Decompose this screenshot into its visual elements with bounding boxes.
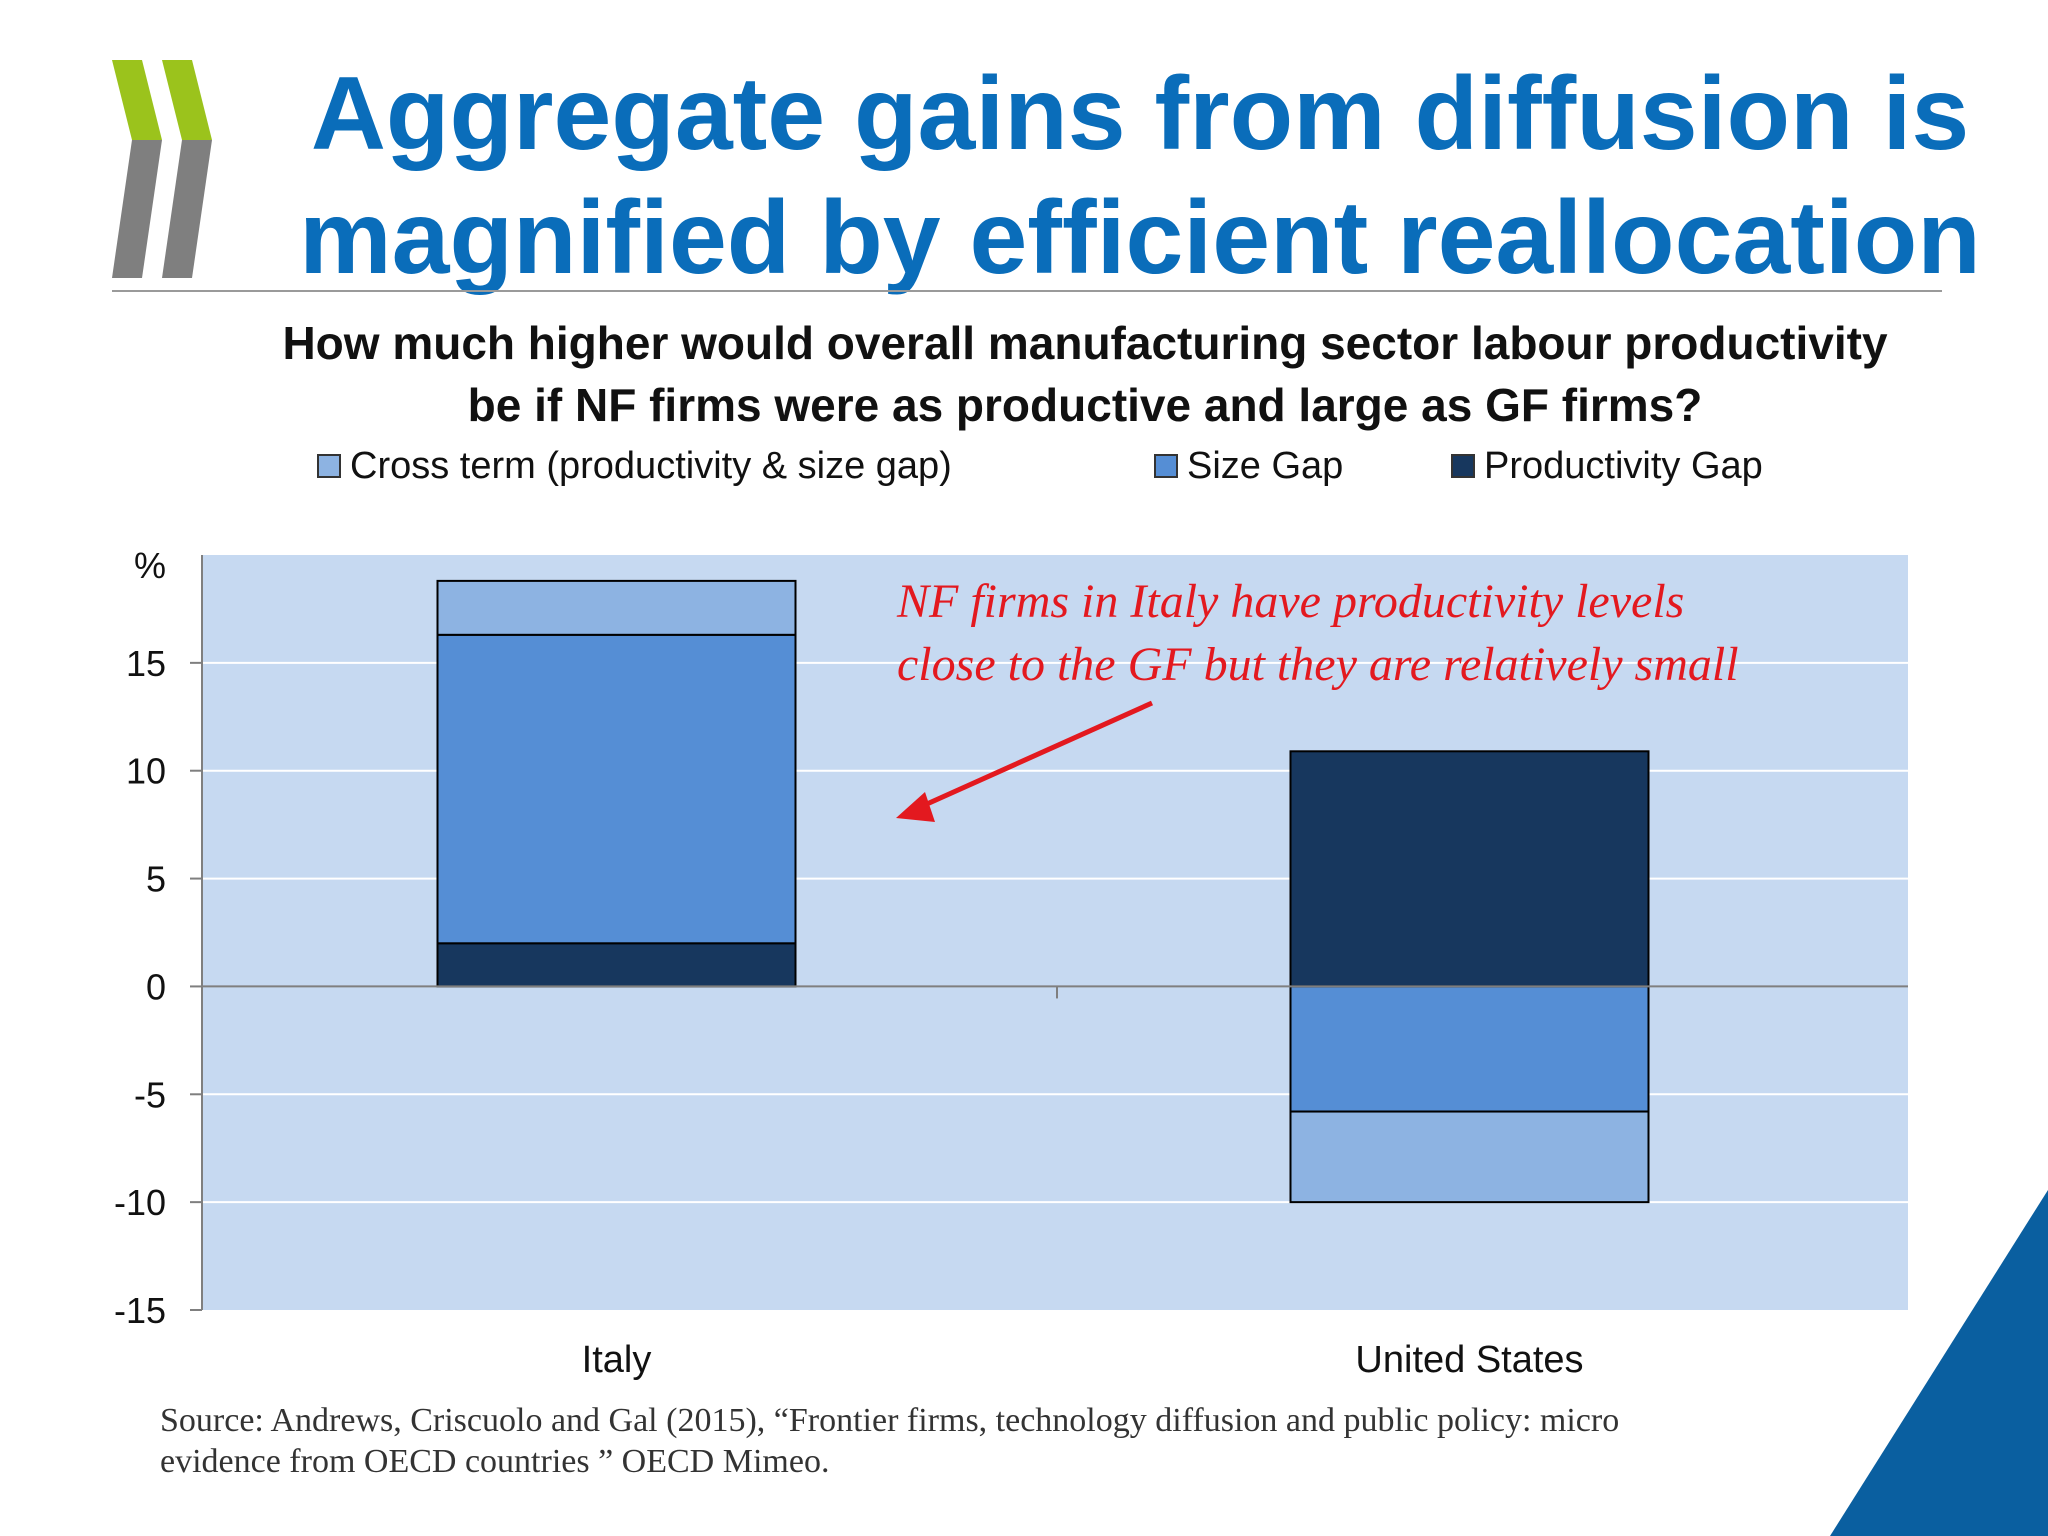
- bar-italy-series-1: [436, 633, 797, 945]
- y-tick-label: 0: [146, 966, 166, 1007]
- stacked-bar-chart: Cross term (productivity & size gap) Size…: [114, 445, 1908, 1381]
- title-divider: [112, 290, 1942, 292]
- subtitle-line-1: How much higher would overall manufactur…: [282, 317, 1888, 369]
- bar-united-states-series-2: [1289, 750, 1650, 988]
- annotation-line-1: NF firms in Italy have productivity leve…: [896, 575, 1684, 628]
- x-tick-label: United States: [1355, 1339, 1583, 1381]
- y-tick-label: -10: [114, 1182, 166, 1223]
- bar-united-states-series-0: [1289, 1110, 1650, 1204]
- title-line-2: magnified by efficient reallocation: [299, 180, 1981, 296]
- slide-title: Aggregate gains from diffusion is magnif…: [270, 52, 2010, 300]
- y-tick-label: -15: [114, 1290, 166, 1331]
- legend-swatch: [1451, 454, 1475, 478]
- logo-grey-chevron-left: [112, 140, 162, 278]
- legend-label: Productivity Gap: [1484, 445, 1763, 487]
- bar-united-states-series-1: [1289, 985, 1650, 1113]
- bar-italy-series-2: [436, 942, 797, 988]
- bars: Italy United States: [436, 579, 1650, 1381]
- axes: -15 -10 -5 0 5 10 15%: [114, 545, 1908, 1331]
- y-axis-unit: %: [134, 545, 166, 586]
- annotation-arrow-shaft: [916, 700, 1154, 811]
- legend-label: Size Gap: [1187, 445, 1343, 487]
- source-note: Source: Andrews, Criscuolo and Gal (2015…: [160, 1400, 1820, 1482]
- logo-green-chevron-left: [112, 60, 162, 140]
- chart-subtitle: How much higher would overall manufactur…: [160, 312, 2010, 436]
- legend-label: Cross term (productivity & size gap): [350, 445, 952, 487]
- x-tick-label: Italy: [582, 1339, 652, 1381]
- legend-swatch: [317, 454, 341, 478]
- chart-legend: Cross term (productivity & size gap) Size…: [317, 445, 1763, 487]
- title-line-1: Aggregate gains from diffusion is: [310, 56, 1970, 172]
- source-line-2: evidence from OECD countries ” OECD Mime…: [160, 1443, 830, 1480]
- bar-italy-series-0: [436, 579, 797, 636]
- oecd-chevron-logo: [112, 60, 212, 278]
- annotation-arrow-head: [896, 792, 935, 822]
- y-tick-label: 5: [146, 859, 166, 900]
- legend-swatch: [1154, 454, 1178, 478]
- y-tick-label: 15: [126, 643, 166, 684]
- logo-grey-chevron-right: [162, 140, 212, 278]
- annotation: NF firms in Italy have productivity leve…: [896, 575, 1739, 822]
- subtitle-line-2: be if NF firms were as productive and la…: [467, 379, 1703, 431]
- y-tick-label: 10: [126, 751, 166, 792]
- corner-triangle-decoration: [1830, 1190, 2048, 1536]
- source-line-1: Source: Andrews, Criscuolo and Gal (2015…: [160, 1402, 1620, 1439]
- y-tick-label: -5: [134, 1074, 166, 1115]
- annotation-line-2: close to the GF but they are relatively …: [897, 638, 1739, 691]
- logo-green-chevron-right: [162, 60, 212, 140]
